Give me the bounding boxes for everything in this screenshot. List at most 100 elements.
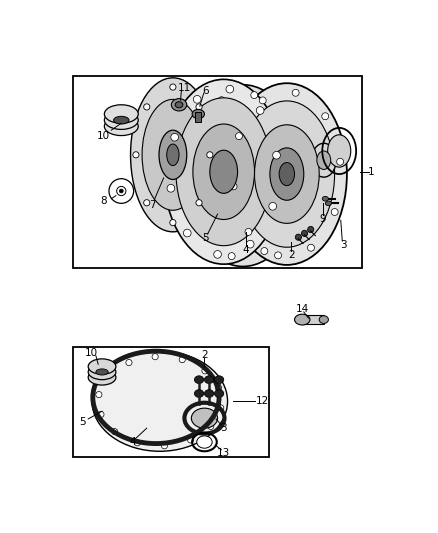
Ellipse shape — [176, 98, 272, 246]
Ellipse shape — [208, 423, 214, 430]
Ellipse shape — [245, 229, 252, 236]
Ellipse shape — [192, 109, 205, 119]
Ellipse shape — [246, 240, 254, 248]
Ellipse shape — [273, 151, 280, 159]
Bar — [73, 346, 269, 457]
Ellipse shape — [295, 234, 301, 240]
Ellipse shape — [196, 104, 202, 110]
Ellipse shape — [126, 359, 132, 366]
Ellipse shape — [193, 124, 254, 220]
Ellipse shape — [215, 390, 224, 398]
Ellipse shape — [210, 150, 237, 193]
Ellipse shape — [307, 244, 314, 251]
Ellipse shape — [112, 429, 118, 435]
Ellipse shape — [200, 227, 207, 234]
Ellipse shape — [167, 184, 175, 192]
Ellipse shape — [175, 102, 183, 108]
Text: 8: 8 — [100, 196, 107, 206]
Ellipse shape — [187, 437, 194, 443]
Text: 9: 9 — [320, 214, 326, 224]
Ellipse shape — [279, 117, 286, 124]
Ellipse shape — [88, 364, 116, 379]
Ellipse shape — [113, 116, 129, 124]
Ellipse shape — [286, 214, 292, 221]
Ellipse shape — [131, 78, 215, 232]
Ellipse shape — [311, 143, 336, 177]
Text: 12: 12 — [256, 396, 269, 406]
Text: 7: 7 — [149, 200, 155, 210]
Bar — [73, 76, 361, 268]
Bar — [195, 112, 201, 122]
Ellipse shape — [227, 83, 347, 265]
Ellipse shape — [279, 163, 294, 185]
Ellipse shape — [269, 203, 276, 210]
Ellipse shape — [205, 390, 214, 398]
Ellipse shape — [202, 368, 208, 374]
Ellipse shape — [301, 230, 307, 237]
Ellipse shape — [170, 220, 176, 225]
Ellipse shape — [292, 90, 299, 96]
Ellipse shape — [236, 133, 243, 140]
Ellipse shape — [109, 179, 134, 203]
Ellipse shape — [194, 131, 201, 138]
Text: 6: 6 — [203, 86, 209, 96]
Ellipse shape — [197, 436, 212, 448]
Ellipse shape — [96, 392, 102, 398]
Ellipse shape — [194, 390, 204, 398]
Ellipse shape — [228, 253, 235, 260]
Ellipse shape — [230, 183, 237, 190]
Text: 3: 3 — [340, 240, 347, 250]
Ellipse shape — [106, 373, 112, 379]
Ellipse shape — [270, 148, 304, 200]
Ellipse shape — [294, 314, 310, 325]
Ellipse shape — [215, 376, 224, 384]
Text: 14: 14 — [296, 304, 309, 314]
Text: 13: 13 — [217, 448, 230, 458]
Ellipse shape — [191, 408, 218, 428]
Ellipse shape — [218, 405, 224, 411]
Ellipse shape — [104, 117, 138, 135]
Ellipse shape — [194, 376, 204, 384]
Ellipse shape — [307, 227, 314, 232]
Ellipse shape — [92, 351, 228, 451]
Ellipse shape — [337, 158, 343, 165]
Text: 3: 3 — [220, 423, 227, 433]
Ellipse shape — [88, 370, 116, 385]
Ellipse shape — [134, 440, 141, 446]
Ellipse shape — [171, 99, 187, 111]
Ellipse shape — [170, 84, 176, 90]
Ellipse shape — [261, 247, 268, 254]
Ellipse shape — [96, 369, 108, 375]
Ellipse shape — [104, 111, 138, 130]
Ellipse shape — [88, 359, 116, 374]
Ellipse shape — [196, 200, 202, 206]
Text: 1: 1 — [368, 167, 375, 177]
Ellipse shape — [144, 104, 150, 110]
Ellipse shape — [179, 357, 185, 363]
Ellipse shape — [256, 107, 264, 115]
Ellipse shape — [239, 101, 335, 247]
Text: 2: 2 — [288, 250, 295, 260]
Text: 5: 5 — [79, 417, 86, 427]
Ellipse shape — [133, 152, 139, 158]
Ellipse shape — [275, 252, 282, 259]
Ellipse shape — [325, 201, 332, 206]
Text: 4: 4 — [243, 245, 249, 255]
Ellipse shape — [159, 130, 187, 180]
Bar — [302, 315, 324, 324]
Ellipse shape — [317, 151, 331, 169]
Ellipse shape — [164, 79, 284, 264]
Ellipse shape — [319, 316, 328, 324]
Text: 10: 10 — [97, 131, 110, 141]
Ellipse shape — [104, 105, 138, 123]
Text: 2: 2 — [201, 350, 208, 360]
Ellipse shape — [251, 92, 258, 99]
Ellipse shape — [167, 144, 179, 166]
Ellipse shape — [322, 196, 328, 201]
Ellipse shape — [328, 135, 351, 167]
Text: 5: 5 — [203, 233, 209, 243]
Ellipse shape — [207, 152, 213, 158]
Text: 4: 4 — [130, 437, 136, 447]
Ellipse shape — [292, 164, 299, 171]
Ellipse shape — [197, 105, 289, 246]
